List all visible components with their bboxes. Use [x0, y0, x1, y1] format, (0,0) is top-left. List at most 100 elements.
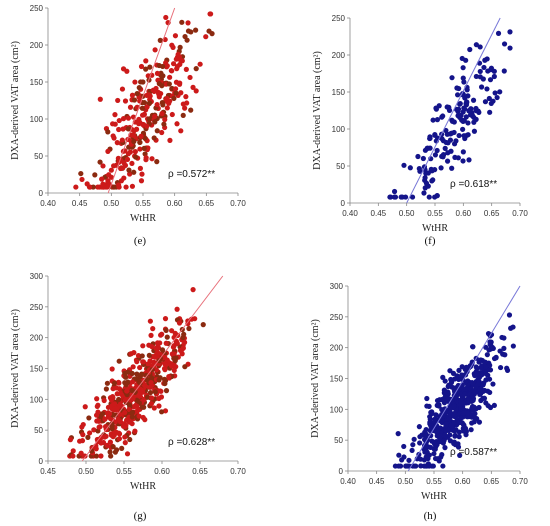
scatter-point — [492, 90, 498, 96]
scatter-point — [450, 370, 457, 376]
scatter-point — [108, 174, 115, 180]
scatter-point — [121, 175, 127, 181]
scatter-point — [134, 91, 140, 97]
scatter-point — [443, 422, 449, 428]
x-tick-label: 0.45 — [40, 467, 56, 476]
scatter-point — [149, 343, 155, 350]
scatter-point — [439, 397, 445, 403]
scatter-point — [426, 194, 432, 200]
y-tick-label: 300 — [30, 272, 44, 281]
scatter-point — [70, 453, 76, 459]
scatter-point — [140, 343, 146, 349]
scatter-point — [176, 81, 183, 87]
scatter-point — [440, 463, 446, 469]
scatter-point — [107, 439, 113, 445]
scatter-point — [483, 344, 489, 350]
scatter-point — [154, 102, 160, 108]
y-tick-label: 50 — [34, 152, 43, 161]
scatter-point — [430, 177, 436, 183]
scatter-point — [73, 184, 79, 190]
scatter-point — [435, 426, 441, 432]
scatter-point — [434, 397, 441, 404]
scatter-point — [122, 440, 128, 446]
scatter-point — [159, 129, 165, 136]
scatter-point — [141, 99, 148, 106]
scatter-point — [454, 92, 461, 98]
scatter-point — [452, 385, 459, 391]
scatter-point — [396, 463, 402, 469]
scatter-point — [143, 372, 149, 378]
correlation-annotation: ρ =0.618** — [450, 179, 497, 190]
scatter-point — [129, 160, 135, 167]
scatter-point — [134, 359, 140, 365]
scatter-point — [477, 44, 483, 50]
scatter-point — [159, 100, 165, 106]
scatter-point — [170, 61, 177, 67]
scatter-point — [115, 97, 121, 104]
y-tick-label: 100 — [30, 395, 44, 404]
x-axis-label: WtHR — [130, 481, 156, 492]
scatter-point — [179, 58, 185, 64]
scatter-point — [122, 410, 128, 416]
scatter-point — [167, 74, 173, 80]
scatter-point — [185, 321, 191, 327]
scatter-point — [487, 77, 494, 83]
scatter-point — [185, 20, 191, 26]
scatter-point — [452, 154, 458, 160]
y-tick-label: 250 — [30, 303, 44, 312]
y-tick-label: 250 — [330, 313, 344, 322]
scatter-point — [208, 11, 214, 17]
scatter-point — [143, 155, 149, 161]
scatter-point — [178, 128, 184, 134]
scatter-point — [164, 64, 170, 70]
scatter-point — [149, 156, 155, 162]
scatter-point — [145, 361, 151, 367]
scatter-point — [418, 456, 424, 462]
scatter-point — [147, 389, 154, 396]
scatter-point — [135, 352, 142, 359]
scatter-point — [447, 137, 454, 143]
scatter-point — [422, 175, 428, 181]
scatter-point — [433, 412, 439, 418]
scatter-point — [161, 376, 168, 382]
scatter-point — [152, 119, 158, 125]
scatter-point — [111, 401, 118, 407]
scatter-point — [91, 427, 97, 433]
scatter-point — [473, 42, 479, 48]
scatter-point — [109, 425, 115, 432]
scatter-point — [141, 145, 147, 151]
scatter-point — [440, 154, 446, 160]
scatter-point — [451, 413, 457, 419]
scatter-point — [131, 97, 138, 103]
scatter-point — [131, 169, 137, 175]
scatter-point — [460, 400, 466, 407]
y-tick-label: 300 — [330, 282, 344, 291]
scatter-point — [442, 432, 448, 438]
scatter-point — [171, 355, 177, 362]
panel-caption: (e) — [134, 235, 147, 247]
scatter-point — [434, 147, 440, 154]
scatter-point — [510, 324, 516, 330]
scatter-point — [137, 364, 143, 371]
scatter-point — [105, 404, 112, 410]
scatter-point — [490, 381, 496, 387]
scatter-point — [146, 116, 152, 122]
regression-line — [81, 275, 224, 462]
scatter-point — [444, 158, 451, 164]
scatter-point — [391, 194, 398, 200]
scatter-point — [470, 344, 476, 350]
y-tick-label: 50 — [336, 162, 345, 171]
scatter-point — [105, 148, 111, 154]
scatter-point — [131, 128, 137, 134]
scatter-point — [138, 178, 145, 184]
y-tick-label: 50 — [34, 426, 43, 435]
y-ticks: 0 50 100 150 200 250 300 — [30, 272, 48, 466]
scatter-point — [423, 170, 429, 176]
scatter-point — [99, 176, 105, 182]
scatter-points — [392, 312, 516, 469]
scatter-point — [485, 331, 492, 337]
scatter-point — [442, 145, 448, 151]
scatter-point — [107, 449, 113, 455]
scatter-point — [407, 165, 413, 171]
scatter-point — [162, 316, 169, 322]
